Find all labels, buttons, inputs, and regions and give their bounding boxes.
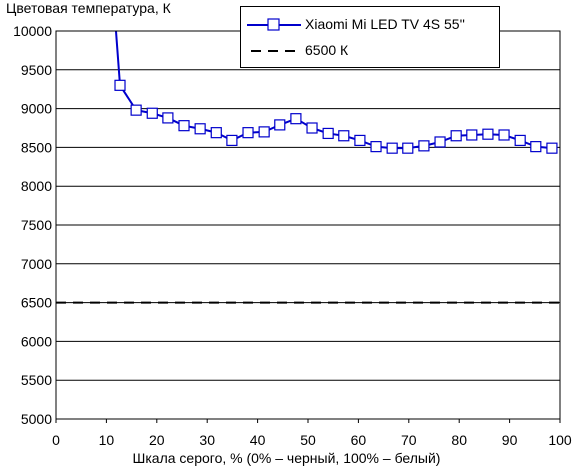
data-point-marker <box>162 112 174 124</box>
data-point-marker <box>146 107 158 119</box>
y-tick-label: 6500 <box>21 295 52 311</box>
x-tick-label: 100 <box>548 432 572 448</box>
data-point-marker <box>402 142 414 154</box>
y-tick-label: 9000 <box>21 101 52 117</box>
x-tick-label: 10 <box>99 432 115 448</box>
data-point-marker <box>178 120 190 132</box>
x-tick-label: 30 <box>199 432 215 448</box>
data-point-marker <box>322 127 334 140</box>
data-point-marker <box>386 142 398 154</box>
legend-label-reference: 6500 К <box>305 42 349 58</box>
data-point-marker <box>210 127 222 139</box>
y-tick-label: 6000 <box>21 333 52 349</box>
data-point-marker <box>290 113 302 125</box>
data-point-marker <box>338 130 350 142</box>
data-point-marker <box>466 129 478 141</box>
legend-item-reference: 6500 К <box>241 41 499 61</box>
x-tick-label: 90 <box>502 432 518 448</box>
legend-label-main: Xiaomi Mi LED TV 4S 55'' <box>305 16 465 32</box>
y-axis-label: Цветовая температура, К <box>6 0 171 16</box>
data-point-marker <box>194 123 206 135</box>
legend-swatch-reference <box>251 50 297 52</box>
data-point-marker <box>114 79 126 91</box>
legend: Xiaomi Mi LED TV 4S 55'' 6500 К <box>240 6 500 68</box>
y-tick-label: 7500 <box>21 217 52 233</box>
data-point-marker <box>258 126 270 138</box>
data-point-marker <box>130 104 142 116</box>
data-point-marker <box>354 134 366 147</box>
x-tick-label: 50 <box>300 432 316 448</box>
y-tick-label: 9500 <box>21 62 52 78</box>
data-point-marker <box>418 140 430 152</box>
legend-swatch-main <box>247 18 301 31</box>
data-point-marker <box>546 142 558 154</box>
data-point-marker <box>306 122 318 134</box>
data-point-marker <box>450 130 462 142</box>
x-tick-label: 0 <box>52 432 60 448</box>
y-tick-label: 7000 <box>21 256 52 272</box>
y-tick-label: 5000 <box>21 411 52 427</box>
x-tick-label: 80 <box>451 432 467 448</box>
data-point-marker <box>530 141 542 153</box>
y-tick-labels: 5000 5500 6000 6500 7000 7500 8000 8500 9000 9500… <box>13 23 52 427</box>
data-point-marker <box>274 119 286 131</box>
y-tick-label: 10000 <box>13 23 52 39</box>
grid-lines <box>56 30 560 420</box>
x-tick-label: 60 <box>351 432 367 448</box>
data-point-marker <box>498 129 510 141</box>
data-point-marker <box>370 141 382 153</box>
x-tick-label: 70 <box>401 432 417 448</box>
y-tick-label: 8500 <box>21 139 52 155</box>
x-tick-labels: 0 10 20 30 40 50 60 70 80 90 100 <box>52 419 572 448</box>
x-axis-label: Шкала серого, % (0% – черный, 100% – бел… <box>132 450 441 466</box>
legend-item-main: Xiaomi Mi LED TV 4S 55'' <box>241 15 499 35</box>
y-tick-label: 8000 <box>21 178 52 194</box>
data-point-marker <box>226 134 238 147</box>
main-series <box>114 30 558 154</box>
data-point-marker <box>514 134 526 147</box>
x-tick-label: 40 <box>250 432 266 448</box>
data-point-marker <box>242 127 254 139</box>
data-point-marker <box>482 128 494 140</box>
x-tick-label: 20 <box>149 432 165 448</box>
y-tick-label: 5500 <box>21 372 52 388</box>
data-point-marker <box>434 136 446 148</box>
